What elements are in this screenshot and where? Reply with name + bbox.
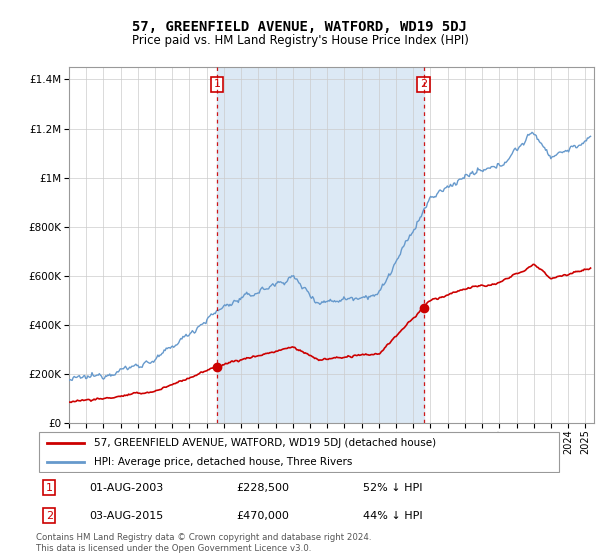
Text: 2: 2 xyxy=(46,511,53,521)
Text: £228,500: £228,500 xyxy=(236,483,290,493)
Text: 57, GREENFIELD AVENUE, WATFORD, WD19 5DJ (detached house): 57, GREENFIELD AVENUE, WATFORD, WD19 5DJ… xyxy=(94,437,436,447)
Text: 57, GREENFIELD AVENUE, WATFORD, WD19 5DJ: 57, GREENFIELD AVENUE, WATFORD, WD19 5DJ xyxy=(133,20,467,34)
Text: 01-AUG-2003: 01-AUG-2003 xyxy=(89,483,163,493)
Text: Contains HM Land Registry data © Crown copyright and database right 2024.
This d: Contains HM Land Registry data © Crown c… xyxy=(36,533,371,553)
Text: HPI: Average price, detached house, Three Rivers: HPI: Average price, detached house, Thre… xyxy=(94,457,352,467)
Text: Price paid vs. HM Land Registry's House Price Index (HPI): Price paid vs. HM Land Registry's House … xyxy=(131,34,469,46)
Text: £470,000: £470,000 xyxy=(236,511,290,521)
Text: 52% ↓ HPI: 52% ↓ HPI xyxy=(364,483,423,493)
Text: 03-AUG-2015: 03-AUG-2015 xyxy=(89,511,163,521)
Text: 44% ↓ HPI: 44% ↓ HPI xyxy=(364,511,423,521)
Text: 2: 2 xyxy=(420,80,427,90)
Text: 1: 1 xyxy=(214,80,221,90)
FancyBboxPatch shape xyxy=(38,432,559,473)
Bar xyxy=(217,67,424,423)
Text: 1: 1 xyxy=(46,483,53,493)
